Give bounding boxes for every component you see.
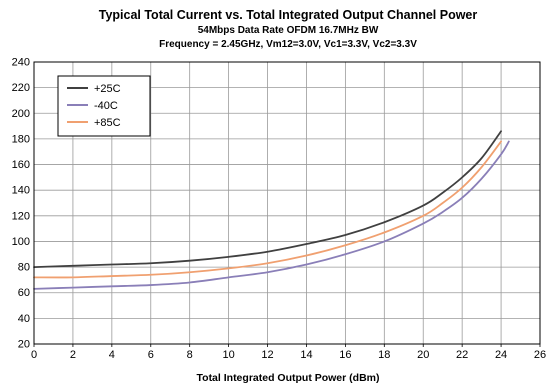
- x-tick-label: 12: [261, 349, 273, 361]
- x-tick-label: 0: [31, 349, 37, 361]
- y-tick-label: 200: [12, 108, 30, 120]
- series-lines: [33, 130, 510, 290]
- legend-label-0: +25C: [94, 83, 121, 95]
- y-tick-label: 220: [12, 82, 30, 94]
- x-tick-label: 24: [495, 349, 507, 361]
- y-tick-label: 100: [12, 236, 30, 248]
- y-tick-label: 180: [12, 133, 30, 145]
- x-tick-label: 16: [339, 349, 351, 361]
- series-line-1: [33, 140, 510, 290]
- y-tick-label: 60: [18, 287, 30, 299]
- x-tick-label: 6: [148, 349, 154, 361]
- x-axis-label: Total Integrated Output Power (dBm): [197, 372, 380, 384]
- y-tick-label: 40: [18, 313, 30, 325]
- y-tick-label: 140: [12, 185, 30, 197]
- legend-label-2: +85C: [94, 117, 121, 129]
- legend-label-1: -40C: [94, 100, 118, 112]
- x-tick-label: 2: [70, 349, 76, 361]
- x-tick-label: 10: [222, 349, 234, 361]
- y-tick-label: 240: [12, 57, 30, 69]
- series-line-0: [33, 130, 502, 268]
- y-tick-label: 120: [12, 210, 30, 222]
- x-tick-label: 26: [534, 349, 546, 361]
- x-tick-label: 22: [456, 349, 468, 361]
- chart-title: Typical Total Current vs. Total Integrat…: [99, 8, 478, 22]
- x-tick-label: 18: [378, 349, 390, 361]
- x-tick-label: 8: [187, 349, 193, 361]
- series-line-2: [33, 140, 502, 279]
- chart-subtitle: 54Mbps Data Rate OFDM 16.7MHz BW: [198, 25, 379, 36]
- plot-frame: [33, 61, 541, 345]
- y-tick-label: 20: [18, 339, 30, 351]
- legend: +25C -40C +85C: [57, 75, 151, 137]
- chart-subtitle-2: Frequency = 2.45GHz, Vm12=3.0V, Vc1=3.3V…: [159, 39, 417, 50]
- x-tick-label: 4: [109, 349, 115, 361]
- y-tick-label: 80: [18, 262, 30, 274]
- x-tick-label: 14: [300, 349, 312, 361]
- x-tick-label: 20: [417, 349, 429, 361]
- y-tick-label: 160: [12, 159, 30, 171]
